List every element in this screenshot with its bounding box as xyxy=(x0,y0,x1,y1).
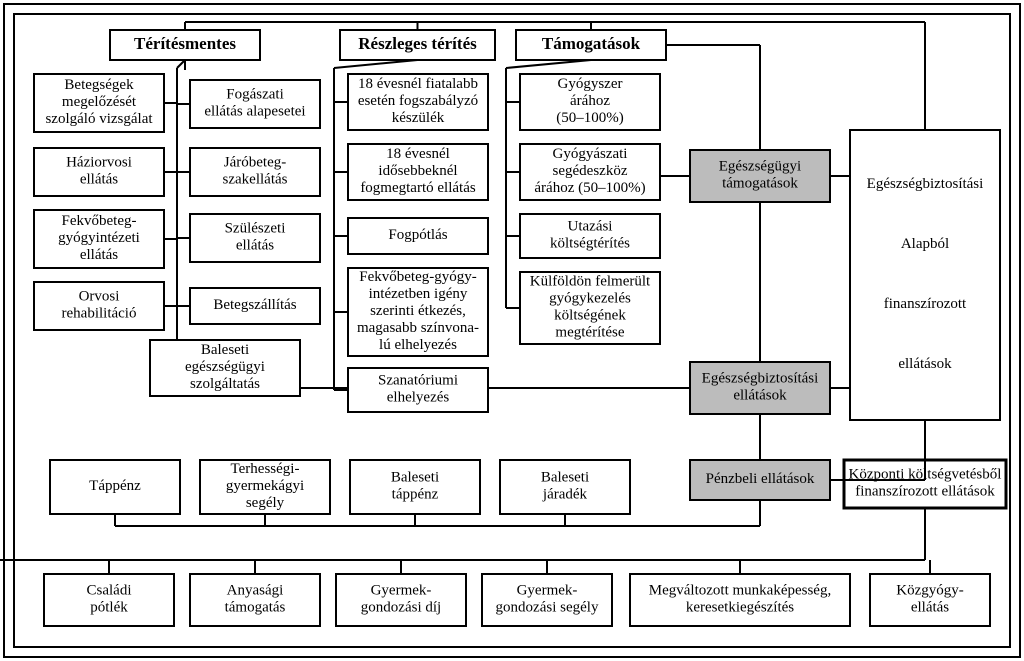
right-big-box xyxy=(850,130,1000,420)
c1b-4-label: Betegszállítás xyxy=(213,297,296,313)
bot-1-label: Anyaságitámogatás xyxy=(225,583,286,616)
bot-0-label: Családipótlék xyxy=(87,583,132,616)
hdr-tamogat-label: Támogatások xyxy=(542,34,641,53)
gray-1-label: Egészségügyitámogatások xyxy=(719,159,801,192)
c2-5-label: Szanatóriumielhelyezés xyxy=(378,373,458,406)
c1b-2-label: Járóbeteg-szakellátás xyxy=(223,155,288,188)
gray-3-label: Pénzbeli ellátások xyxy=(706,471,815,487)
c2-3-label: Fogpótlás xyxy=(388,227,447,243)
hdr-terites-label: Térítésmentes xyxy=(134,34,236,53)
bot-2-label: Gyermek-gondozási díj xyxy=(361,583,441,616)
cash-3-label: Balesetijáradék xyxy=(541,470,589,503)
cash-2-label: Balesetitáppénz xyxy=(391,470,439,503)
hdr-reszleges-label: Részleges térítés xyxy=(358,34,477,53)
cash-0-label: Táppénz xyxy=(89,478,141,494)
